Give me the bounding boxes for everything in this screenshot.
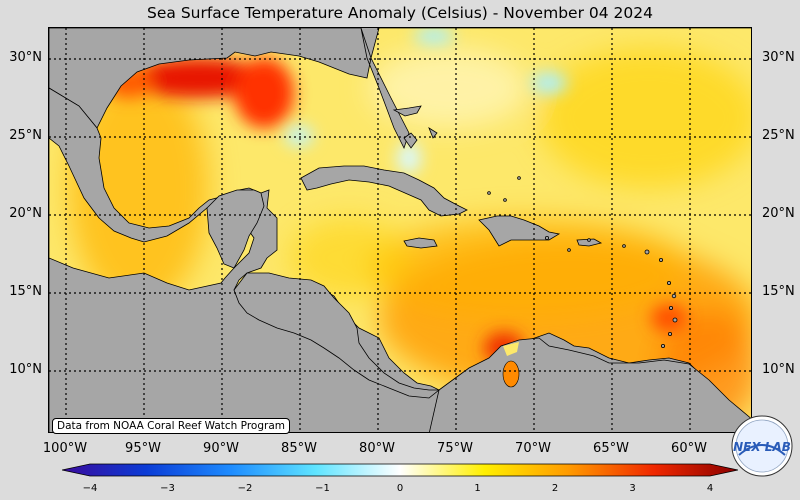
lon-label-85w: 85°W — [281, 441, 317, 456]
colorbar-tick-label: 0 — [396, 483, 404, 494]
map-title: Sea Surface Temperature Anomaly (Celsius… — [147, 4, 653, 22]
colorbar-tick-label: 4 — [706, 483, 714, 494]
land-cuba — [300, 165, 468, 217]
lat-label-right-15n: 15°N — [762, 284, 795, 299]
land-mexico — [49, 87, 751, 432]
land-hispaniola — [478, 215, 561, 247]
colorbar-tick-label: 2 — [551, 483, 559, 494]
land-yucatan — [206, 189, 265, 269]
colorbar-tick-label: −2 — [237, 483, 253, 494]
logo-text: NEX LAB — [733, 440, 791, 454]
land-jamaica — [403, 237, 438, 249]
land-north-america — [49, 28, 751, 150]
lon-label-60w: 60°W — [671, 441, 707, 456]
lat-label-right-25n: 25°N — [762, 128, 795, 143]
lat-label-right-20n: 20°N — [762, 206, 795, 221]
lon-label-70w: 70°W — [515, 441, 551, 456]
colorbar-tick-label: −4 — [82, 483, 98, 494]
lat-label-left-25n: 25°N — [9, 128, 42, 143]
lat-label-left-20n: 20°N — [9, 206, 42, 221]
lake-maracaibo — [502, 360, 520, 388]
lat-label-left-15n: 15°N — [9, 284, 42, 299]
colorbar — [61, 462, 739, 477]
lat-label-left-10n: 10°N — [9, 362, 42, 377]
lat-label-right-10n: 10°N — [762, 362, 795, 377]
data-credit-label: Data from NOAA Coral Reef Watch Program — [52, 418, 290, 434]
colorbar-tick-label: −1 — [315, 483, 330, 494]
land-puerto-rico — [576, 238, 603, 247]
lon-label-80w: 80°W — [359, 441, 395, 456]
lat-label-right-30n: 30°N — [762, 50, 795, 65]
land-lesser-antilles — [487, 176, 678, 348]
nexlab-logo: NEX LAB — [731, 415, 793, 477]
lon-label-75w: 75°W — [437, 441, 473, 456]
colorbar-gradient — [61, 463, 739, 477]
sst-anomaly-map — [48, 27, 752, 433]
lon-label-100w: 100°W — [42, 441, 88, 456]
colorbar-tick-label: 3 — [629, 483, 636, 494]
lon-label-90w: 90°W — [203, 441, 239, 456]
lat-label-left-30n: 30°N — [9, 50, 42, 65]
lon-label-95w: 95°W — [125, 441, 161, 456]
warm-hotspots — [104, 58, 687, 364]
lon-label-65w: 65°W — [593, 441, 629, 456]
land-central-america — [233, 272, 441, 399]
colorbar-tick-label: −3 — [160, 483, 175, 494]
colorbar-tick-label: 1 — [474, 483, 481, 494]
graticule — [49, 28, 751, 432]
